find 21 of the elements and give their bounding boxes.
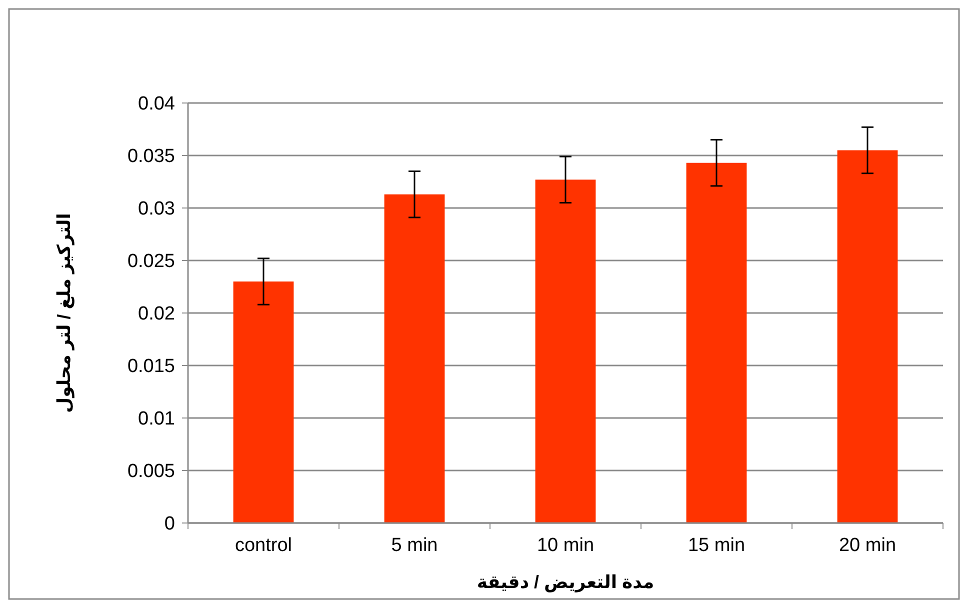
- bar: [535, 180, 596, 523]
- y-tick-label: 0.01: [138, 408, 175, 430]
- y-tick-label: 0.005: [127, 461, 175, 482]
- y-tick-label: 0.03: [138, 198, 175, 220]
- x-tick-label: control: [234, 535, 292, 556]
- y-axis-title: التركيز ملغ / لتر محلول: [54, 213, 75, 413]
- x-tick-label: 20 min: [838, 535, 896, 556]
- y-tick-label: 0.04: [138, 94, 176, 115]
- bar: [686, 162, 747, 523]
- x-axis-title: مدة التعريض / دقيقة: [476, 572, 654, 593]
- x-tick-label: 5 min: [391, 535, 438, 556]
- bar: [233, 282, 294, 523]
- bar: [837, 150, 898, 523]
- y-tick-label: 0.035: [127, 146, 175, 168]
- bar: [384, 194, 445, 523]
- y-tick-label: 0.025: [127, 251, 175, 272]
- y-tick-label: 0.015: [127, 356, 175, 378]
- y-tick-label: 0.02: [138, 304, 175, 325]
- x-tick-label: 10 min: [536, 535, 594, 556]
- x-tick-label: 15 min: [688, 535, 746, 556]
- y-tick-label: 0: [164, 514, 175, 535]
